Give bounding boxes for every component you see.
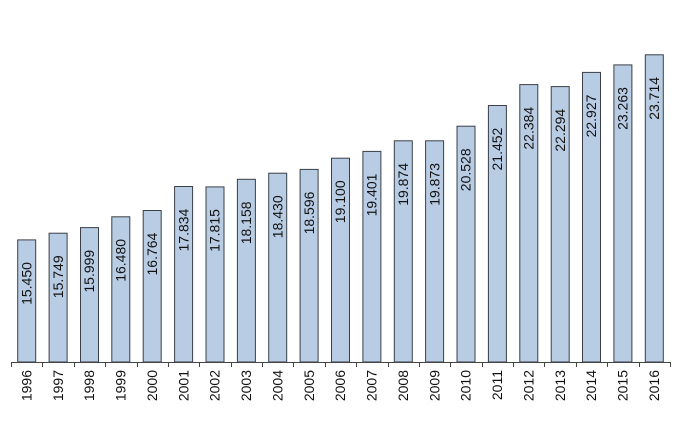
bar-value-label: 19.401	[364, 173, 380, 216]
bar-value-label: 22.384	[521, 107, 537, 150]
x-tick-label: 2000	[144, 370, 160, 401]
x-tick-label: 2003	[238, 370, 254, 401]
category-labels-group: 1996 1997 1998 1999 2000 2001 2002 2003 2004 2005…	[18, 370, 662, 401]
x-tick-label: 1996	[18, 370, 34, 401]
bar-value-label: 23.263	[615, 87, 631, 130]
bar-value-label: 15.450	[18, 262, 34, 305]
value-labels-group: 15.450 15.749 15.999 16.480 16.764 17.834 17.8…	[18, 77, 662, 305]
bar-value-label: 17.815	[207, 209, 223, 252]
x-tick-label: 1997	[50, 370, 66, 401]
bars-group	[17, 54, 664, 363]
bar-value-label: 19.873	[426, 163, 442, 206]
bar-value-label: 15.999	[81, 250, 97, 293]
x-tick-label: 2008	[395, 370, 411, 401]
x-tick-label: 1998	[81, 370, 97, 401]
x-tick-label: 2009	[426, 370, 442, 401]
x-tick-label: 2004	[269, 370, 285, 401]
bar-value-label: 18.158	[238, 201, 254, 244]
bar-value-label: 22.294	[552, 109, 568, 152]
bar-value-label: 18.596	[301, 191, 317, 234]
x-tick-label: 2005	[301, 370, 317, 401]
bar-value-label: 15.749	[50, 255, 66, 298]
x-tick-label: 2002	[207, 370, 223, 401]
bar-value-label: 19.100	[332, 180, 348, 223]
bar-value-label: 19.874	[395, 163, 411, 206]
x-tick-label: 2007	[364, 370, 380, 401]
x-tick-label: 2012	[521, 370, 537, 401]
bar	[111, 216, 131, 363]
x-tick-label: 2010	[458, 370, 474, 401]
x-tick-label: 1999	[113, 370, 129, 401]
x-tick-label: 2016	[646, 370, 662, 401]
x-tick-label: 2014	[583, 370, 599, 401]
bar-value-label: 18.430	[269, 195, 285, 238]
x-tick-label: 2001	[175, 370, 191, 401]
x-tick-label: 2013	[552, 370, 568, 401]
bar-value-label: 17.834	[175, 208, 191, 251]
x-tick-label: 2006	[332, 370, 348, 401]
bar-value-label: 16.480	[113, 239, 129, 282]
x-axis-ticks	[11, 362, 671, 367]
bar-value-label: 20.528	[458, 148, 474, 191]
bar-value-label: 16.764	[144, 232, 160, 275]
x-tick-label: 2011	[489, 370, 505, 400]
bar-value-label: 23.714	[646, 77, 662, 120]
bar	[80, 227, 99, 363]
x-tick-label: 2015	[615, 370, 631, 401]
bar-value-label: 21.452	[489, 127, 505, 170]
bar-value-label: 22.927	[583, 94, 599, 137]
